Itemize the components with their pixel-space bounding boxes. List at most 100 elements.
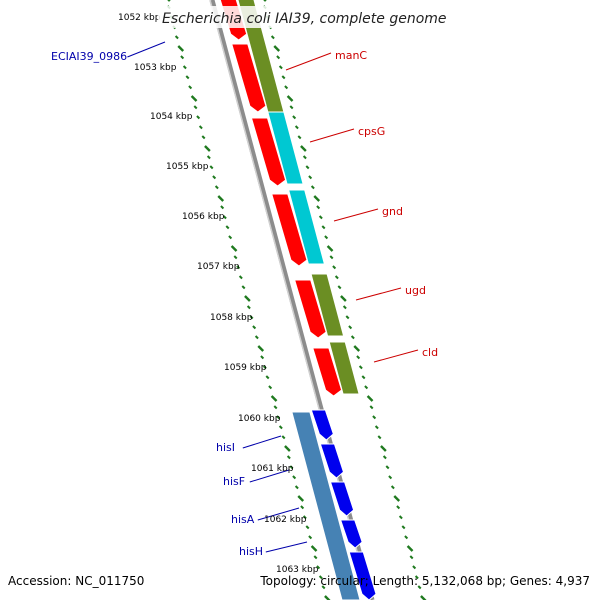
tick-mark-right (350, 335, 355, 340)
tick-mark-right (398, 515, 403, 520)
tick-mark-left (292, 475, 297, 480)
scale-label: 1056 kbp (182, 212, 225, 222)
tick-mark-left (209, 165, 214, 170)
tick-mark-right (286, 95, 294, 102)
callout-line-red (285, 52, 332, 71)
tick-mark-left (206, 155, 211, 160)
accession-text: Accession: NC_011750 (8, 574, 145, 588)
tick-mark-left (297, 495, 305, 502)
scale-label: 1052 kbp (118, 13, 161, 23)
gene-label-red[interactable]: cld (422, 346, 438, 359)
scale-label: 1061 kbp (251, 464, 294, 474)
tick-mark-left (273, 405, 278, 410)
gene-label-red[interactable]: gnd (382, 205, 403, 218)
tick-mark-right (420, 595, 427, 600)
tick-mark-left (318, 575, 323, 580)
scale-label: 1058 kbp (210, 313, 253, 323)
gene-label-blue[interactable]: hisA (231, 513, 255, 526)
gene-red-block (231, 43, 267, 113)
tick-mark-left (300, 505, 305, 510)
callout-line-blue (265, 541, 308, 553)
tick-mark-right (278, 65, 283, 70)
tick-mark-right (404, 535, 409, 540)
tick-mark-right (337, 285, 342, 290)
gene-blue-block (319, 443, 345, 479)
genome-title: Escherichia coli IAI39, complete genome (162, 11, 447, 27)
gene-red-block (312, 347, 343, 397)
callout-line-blue (257, 507, 300, 521)
gene-label-blue[interactable]: hisH (239, 545, 263, 558)
tick-mark-right (342, 305, 347, 310)
tick-mark-right (310, 185, 315, 190)
tick-mark-right (366, 395, 374, 402)
tick-mark-right (326, 245, 334, 252)
tick-mark-right (417, 585, 422, 590)
tick-mark-left (305, 525, 310, 530)
scale-label: 1057 kbp (197, 262, 240, 272)
tick-mark-right (358, 365, 363, 370)
tick-mark-left (220, 205, 225, 210)
tick-mark-left (252, 325, 257, 330)
gene-blue-block (329, 481, 355, 517)
callout-line-red (333, 208, 379, 222)
tick-mark-right (276, 55, 281, 60)
gene-steelblue-block (291, 411, 361, 600)
tick-mark-left (212, 175, 217, 180)
tick-mark-right (385, 465, 390, 470)
tick-mark-left (324, 595, 331, 600)
tick-mark-right (332, 265, 337, 270)
gene-cyan-block (288, 189, 326, 265)
callout-line-red (355, 287, 402, 301)
gene-label-red[interactable]: cpsG (358, 125, 385, 138)
tick-mark-left (190, 95, 198, 102)
gene-label-red[interactable]: manC (335, 49, 367, 62)
gene-label-blue[interactable]: ECIAI39_0986 (51, 50, 127, 63)
tick-mark-right (372, 415, 377, 420)
tick-mark-left (228, 235, 233, 240)
gene-label-red[interactable]: ugd (405, 284, 426, 297)
scale-label: 1054 kbp (150, 112, 193, 122)
tick-mark-right (292, 115, 297, 120)
tick-mark-right (374, 425, 379, 430)
tick-mark-left (185, 75, 190, 80)
gene-labels: manC cpsG gnd ugd cld ECIAI39_0986 hisI hisF his… (51, 49, 438, 558)
tick-mark-right (401, 525, 406, 530)
tick-mark-right (348, 325, 353, 330)
tick-mark-right (263, 0, 267, 2)
gene-label-blue[interactable]: hisF (223, 475, 245, 488)
tick-mark-left (281, 435, 286, 440)
tick-mark-left (196, 115, 201, 120)
tick-mark-left (204, 145, 211, 152)
tick-mark-right (334, 275, 339, 280)
tick-mark-right (393, 495, 401, 502)
scale-label: 1060 kbp (238, 414, 281, 424)
tick-mark-left (268, 385, 273, 390)
tick-mark-right (294, 125, 299, 130)
callout-line-blue (249, 469, 290, 483)
tick-mark-right (305, 165, 310, 170)
gene-red-block (271, 193, 308, 267)
tick-mark-right (353, 345, 361, 352)
tick-mark-left (265, 375, 270, 380)
callout-line-red (373, 349, 419, 363)
tick-mark-left (262, 365, 267, 370)
gene-label-blue[interactable]: hisI (216, 441, 235, 454)
tick-mark-right (329, 255, 334, 260)
tick-mark-right (390, 485, 395, 490)
tick-mark-left (167, 0, 171, 2)
tick-mark-right (297, 135, 302, 140)
tick-mark-right (369, 405, 374, 410)
callout-line-blue (127, 41, 166, 58)
tick-mark-left (289, 465, 294, 470)
tick-mark-left (244, 295, 251, 302)
scale-label: 1063 kbp (276, 565, 319, 575)
tick-mark-left (294, 485, 299, 490)
callout-line-blue (242, 435, 282, 449)
tick-mark-right (324, 235, 329, 240)
tick-mark-left (180, 55, 185, 60)
callout-line-red (309, 128, 355, 143)
tick-mark-right (356, 355, 361, 360)
tick-mark-right (316, 205, 321, 210)
